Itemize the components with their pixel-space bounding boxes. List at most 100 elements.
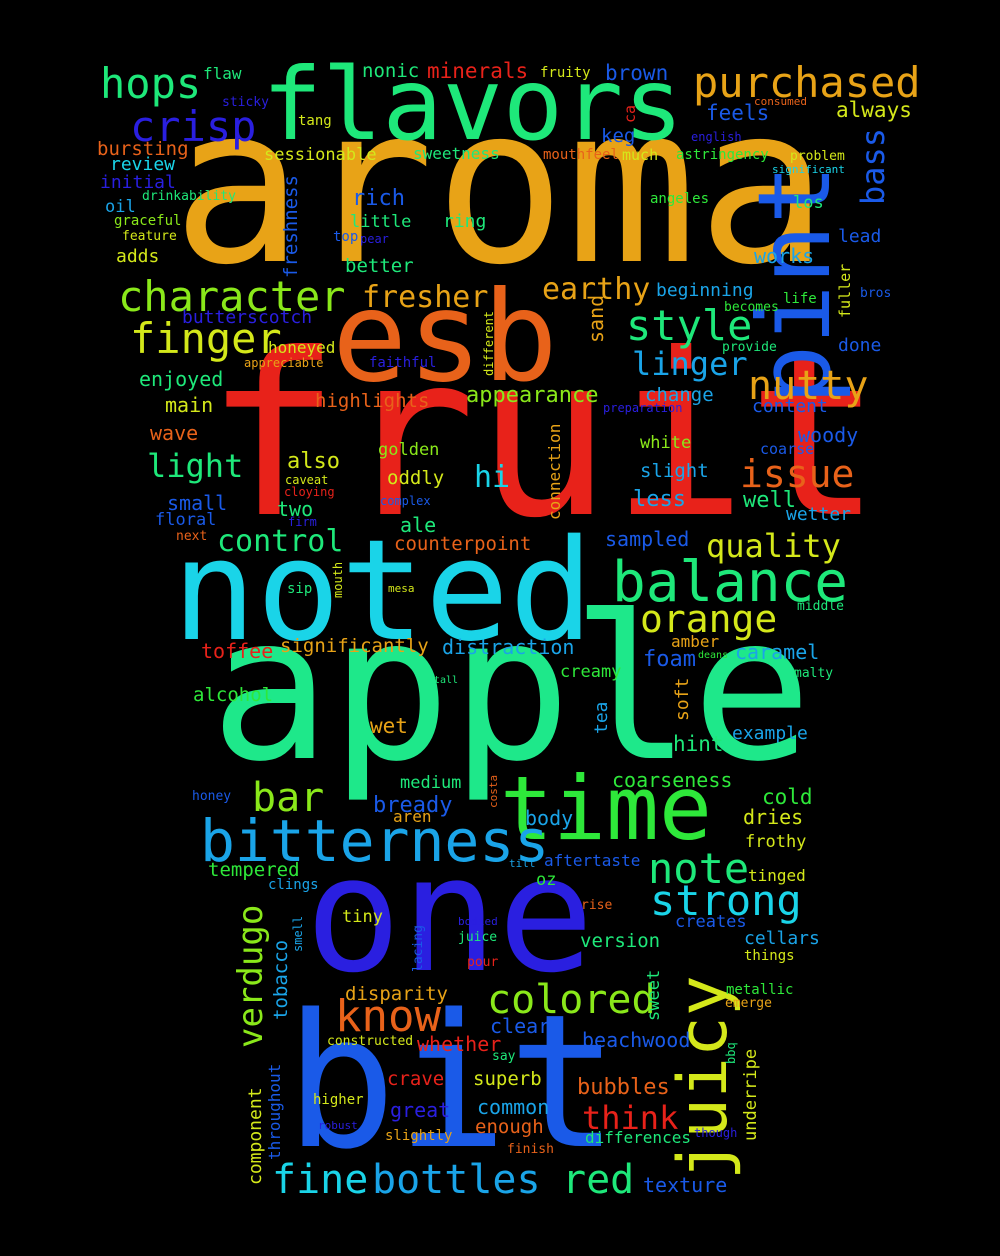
word-character: character bbox=[118, 272, 346, 321]
word-toffee: toffee bbox=[201, 639, 274, 663]
word-pear: pear bbox=[360, 232, 389, 246]
word-next: next bbox=[176, 529, 208, 544]
word-bar: bar bbox=[252, 775, 325, 821]
word-done: done bbox=[838, 335, 882, 356]
word-feature: feature bbox=[122, 229, 177, 244]
word-honey: honey bbox=[192, 789, 232, 804]
word-cold: cold bbox=[762, 785, 813, 809]
word-sweet: sweet bbox=[644, 969, 664, 1021]
word-oddly: oddly bbox=[387, 467, 445, 489]
word-content: content bbox=[752, 396, 828, 417]
word-bbq: bbq bbox=[724, 1042, 738, 1064]
word-oz: oz bbox=[536, 870, 557, 890]
word-wet: wet bbox=[370, 714, 408, 738]
word-always: always bbox=[836, 98, 912, 122]
word-bros: bros bbox=[860, 286, 892, 301]
word-style: style bbox=[626, 301, 753, 350]
word-top: top bbox=[333, 229, 359, 245]
word-sessionable: sessionable bbox=[264, 145, 377, 165]
word-constructed: constructed bbox=[327, 1034, 414, 1049]
word-component: component bbox=[245, 1087, 266, 1185]
word-beachwood: beachwood bbox=[582, 1028, 691, 1052]
word-smell: smell bbox=[291, 915, 305, 952]
word-deans: deans bbox=[698, 650, 729, 661]
word-english: english bbox=[691, 130, 742, 144]
word-finish: finish bbox=[507, 1142, 554, 1157]
word-though: though bbox=[694, 1126, 738, 1140]
word-bit: bit bbox=[285, 974, 620, 1190]
word-wave: wave bbox=[150, 421, 199, 445]
word-significantly: significantly bbox=[280, 635, 429, 657]
word-sweetness: sweetness bbox=[413, 144, 500, 163]
word-cloying: cloying bbox=[284, 485, 335, 499]
word-drinkability: drinkability bbox=[142, 189, 236, 204]
word-highlights: highlights bbox=[315, 390, 430, 412]
word-tiny: tiny bbox=[342, 907, 383, 927]
word-clings: clings bbox=[268, 877, 319, 893]
word-robust: robust bbox=[318, 1119, 358, 1132]
word-fuller: fuller bbox=[836, 263, 854, 318]
word-well: well bbox=[743, 488, 796, 513]
word-juice: juice bbox=[458, 930, 498, 945]
word-distraction: distraction bbox=[442, 635, 575, 659]
word-firm: firm bbox=[288, 515, 317, 529]
word-issue: issue bbox=[740, 452, 855, 496]
word-enough: enough bbox=[475, 1116, 544, 1138]
word-hops: hops bbox=[100, 59, 202, 108]
word-middle: middle bbox=[797, 599, 844, 614]
word-higher: higher bbox=[313, 1092, 364, 1108]
word-texture: texture bbox=[643, 1173, 728, 1197]
word-cellars: cellars bbox=[744, 928, 820, 949]
word-medium: medium bbox=[400, 773, 462, 793]
word-costa: costa bbox=[487, 774, 500, 808]
word-woody: woody bbox=[798, 423, 859, 447]
word-caveat: caveat bbox=[285, 473, 329, 487]
word-different: different bbox=[482, 310, 496, 376]
word-appreciable: appreciable bbox=[244, 356, 324, 370]
word-slightly: slightly bbox=[385, 1128, 453, 1144]
word-caramel: caramel bbox=[735, 640, 820, 664]
word-esb: esb bbox=[332, 265, 558, 410]
word-note: note bbox=[648, 844, 750, 893]
word-bitterness: bitterness bbox=[200, 807, 550, 875]
word-sticky: sticky bbox=[222, 95, 269, 110]
word-fruit: fruit bbox=[205, 306, 883, 568]
word-white: white bbox=[640, 433, 692, 453]
word-time: time bbox=[500, 757, 712, 860]
word-example: example bbox=[732, 723, 808, 744]
word-also: also bbox=[287, 449, 340, 474]
word-bottles: bottles bbox=[372, 1157, 541, 1203]
word-quality: quality bbox=[706, 527, 841, 565]
word-body: body bbox=[525, 806, 574, 830]
word-beginning: beginning bbox=[656, 280, 754, 301]
word-minerals: minerals bbox=[427, 59, 529, 83]
word-lead: lead bbox=[838, 226, 882, 247]
word-sand: sand bbox=[584, 294, 608, 343]
word-freshness: freshness bbox=[280, 175, 302, 278]
word-review: review bbox=[110, 154, 176, 175]
word-significant: significant bbox=[772, 163, 845, 176]
word-connection: connection bbox=[545, 423, 564, 520]
word-throughout: throughout bbox=[265, 1063, 284, 1160]
word-say: say bbox=[492, 1049, 516, 1064]
word-tall: tall bbox=[434, 675, 459, 686]
word-superb: superb bbox=[473, 1068, 542, 1090]
word-alcohol: alcohol bbox=[193, 684, 274, 706]
word-much: much bbox=[622, 146, 659, 164]
word-flaw: flaw bbox=[203, 64, 242, 83]
word-brown: brown bbox=[605, 61, 669, 85]
word-mouth: mouth bbox=[331, 561, 345, 598]
word-bodied: bodied bbox=[458, 915, 498, 928]
word-finger: finger bbox=[130, 314, 282, 363]
word-complex: complex bbox=[380, 494, 431, 508]
word-control: control bbox=[217, 524, 344, 559]
word-differences: differences bbox=[585, 1128, 691, 1147]
word-colored: colored bbox=[487, 977, 656, 1023]
word-keg: keg bbox=[601, 125, 636, 147]
word-disparity: disparity bbox=[345, 983, 448, 1005]
word-common: common bbox=[477, 1095, 550, 1119]
word-faithful: faithful bbox=[369, 355, 437, 371]
word-life: life bbox=[783, 291, 817, 307]
word-problem: problem bbox=[790, 149, 845, 164]
word-appearance: appearance bbox=[466, 383, 599, 408]
